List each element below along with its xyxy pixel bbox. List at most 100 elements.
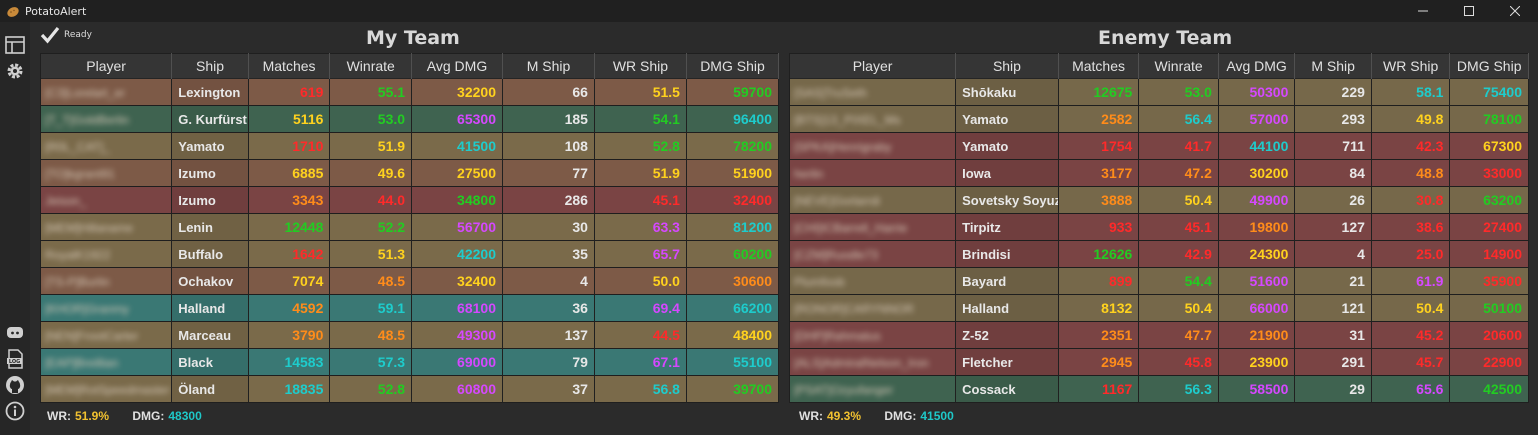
status-indicator: Ready (40, 26, 92, 44)
wr-ship-value: 61.9 (1371, 267, 1451, 295)
player-name: [NEN]FrootCarter (40, 321, 173, 349)
table-icon (5, 36, 25, 54)
about-button[interactable] (4, 400, 26, 422)
wr-ship-value: 67.1 (594, 348, 687, 376)
player-row[interactable]: [MEM]Hillaname Lenin 12448 52.2 56700 30 63.3 8… (40, 213, 780, 241)
discord-button[interactable] (4, 322, 26, 344)
matches-value: 8132 (1058, 294, 1140, 322)
log-file-icon: LOG (7, 349, 23, 369)
maximize-button[interactable] (1446, 0, 1492, 22)
player-row[interactable]: [SPKA]Henrigraby Yamato 1754 41.7 44100 711 42… (789, 132, 1529, 160)
wr-ship-value: 42.3 (1371, 132, 1451, 160)
winrate-value: 51.9 (329, 132, 413, 160)
m-ship-value: 229 (1294, 78, 1372, 106)
my-team-table: Player Ship Matches Winrate Avg DMG M Ship WR … (40, 53, 780, 403)
log-button[interactable]: LOG (4, 348, 26, 370)
player-name: [PSAT]Ozyufanger (789, 375, 957, 403)
matches-value: 6885 (248, 159, 331, 187)
m-ship-value: 137 (502, 321, 595, 349)
avg-dmg-value: 50300 (1218, 78, 1296, 106)
player-name-text: Plumfoob (794, 275, 845, 289)
avg-dmg-value: 57000 (1218, 105, 1296, 133)
player-row[interactable]: [KHOR]Granmy Halland 4592 59.1 68100 36 69.4 66… (40, 294, 780, 322)
table-view-button[interactable] (4, 34, 26, 56)
player-row[interactable]: [NEN]FrootCarter Marceau 3790 48.5 49300 137 4… (40, 321, 780, 349)
gear-icon (7, 63, 23, 79)
winrate-value: 55.1 (329, 78, 413, 106)
player-name: Plumfoob (789, 267, 957, 295)
matches-value: 619 (248, 78, 331, 106)
avg-dmg-value: 42200 (411, 240, 503, 268)
enemy-team-table: Player Ship Matches Winrate Avg DMG M Ship WR … (789, 53, 1529, 403)
player-row[interactable]: herlin Iowa 3177 47.2 30200 84 48.8 33000 (789, 159, 1529, 187)
check-icon (40, 26, 60, 44)
github-button[interactable] (4, 374, 26, 396)
player-row[interactable]: [DHP]Rahmatus Z-52 2351 47.7 21900 31 45.2 2060… (789, 321, 1529, 349)
matches-value: 1710 (248, 132, 331, 160)
player-row[interactable]: [NEVE]Gorlarrdi Sovetsky Soyuz 3888 50.4 499… (789, 186, 1529, 214)
ship-name: Z-52 (955, 321, 1059, 349)
player-name-text: [C3]Lorelart_er (45, 86, 126, 100)
player-row[interactable]: [SAS]TruSeth Shōkaku 12675 53.0 50300 229 58.1… (789, 78, 1529, 106)
dmg-value: 48300 (168, 409, 202, 423)
player-row[interactable]: [TO]kgrant91 Izumo 6885 49.6 27500 77 51.9 5190… (40, 159, 780, 187)
ship-name: Cossack (955, 375, 1059, 403)
avg-dmg-value: 69000 (411, 348, 503, 376)
avg-dmg-value: 23900 (1218, 348, 1296, 376)
dmg-ship-value: 20600 (1449, 321, 1529, 349)
matches-value: 12626 (1058, 240, 1140, 268)
minimize-icon (1418, 10, 1428, 12)
player-row[interactable]: Plumfoob Bayard 899 54.4 51600 21 61.9 35900 (789, 267, 1529, 295)
column-header: WR Ship (594, 53, 687, 79)
matches-value: 1642 (248, 240, 331, 268)
discord-icon (7, 327, 23, 338)
player-row[interactable]: RoyalK1922 Buffalo 1642 51.3 42200 35 65.7 6020… (40, 240, 780, 268)
close-button[interactable] (1492, 0, 1538, 22)
player-row[interactable]: [EAP]Breillian Black 14583 57.3 69000 79 67.1 5… (40, 348, 780, 376)
ship-name: Ochakov (171, 267, 249, 295)
player-row[interactable]: [R0L_CAT]_ Yamato 1710 51.9 41500 108 52.8 7820… (40, 132, 780, 160)
player-row[interactable]: [T_T]GoldBerlin G. Kurfürst 5116 53.0 65300 1… (40, 105, 780, 133)
matches-value: 2351 (1058, 321, 1140, 349)
ship-name: Yamato (955, 105, 1059, 133)
column-header: Player (40, 53, 173, 79)
player-name: [CZM]Ruodle73 (789, 240, 957, 268)
dmg-ship-value: 78100 (1449, 105, 1529, 133)
player-row[interactable]: [CZM]Ruodle73 Brindisi 12626 42.9 24300 4 25.0… (789, 240, 1529, 268)
wr-ship-value: 45.7 (1371, 348, 1451, 376)
my-team-summary: WR: 51.9% DMG: 48300 (47, 409, 206, 423)
m-ship-value: 31 (1294, 321, 1372, 349)
player-name-text: RoyalK1922 (45, 248, 111, 262)
player-row[interactable]: [MEM]RotSpeedmaster Öland 18835 52.8 60800 37… (40, 375, 780, 403)
settings-button[interactable] (4, 60, 26, 82)
player-row[interactable]: [PSAT]Ozyufanger Cossack 1167 56.3 58500 29 65… (789, 375, 1529, 403)
player-row[interactable]: [TS-P]Burlin Ochakov 7074 48.5 32400 4 50.0 306… (40, 267, 780, 295)
matches-value: 3177 (1058, 159, 1140, 187)
wr-ship-value: 25.0 (1371, 240, 1451, 268)
player-row[interactable]: [C3]Lorelart_er Lexington 619 55.1 32200 66 51… (40, 78, 780, 106)
wr-label: WR: (799, 409, 823, 423)
winrate-value: 45.1 (1138, 213, 1219, 241)
player-name: [TS-P]Burlin (40, 267, 173, 295)
player-row[interactable]: [CHI]ICBarrell_Harrie Tirpitz 933 45.1 19800… (789, 213, 1529, 241)
ship-name: Iowa (955, 159, 1059, 187)
sidebar: LOG (0, 22, 30, 435)
ship-name: Bayard (955, 267, 1059, 295)
player-row[interactable]: Jeison_ Izumo 3343 44.0 34800 286 45.1 32400 (40, 186, 780, 214)
dmg-ship-value: 55100 (686, 348, 780, 376)
winrate-value: 44.0 (329, 186, 413, 214)
player-name-text: [SPKA]Henrigraby (794, 140, 892, 154)
wr-ship-value: 69.4 (594, 294, 687, 322)
player-row[interactable]: [ALS]AdmiralNelson_Iron Fletcher 2945 45.8 2… (789, 348, 1529, 376)
dmg-ship-value: 32400 (686, 186, 780, 214)
player-name-text: [RONOR]CARYNNOR (794, 302, 914, 316)
player-row[interactable]: [BTS]13_PIXEL_Ms Yamato 2582 56.4 57000 293 49… (789, 105, 1529, 133)
column-header: Matches (248, 53, 331, 79)
avg-dmg-value: 60800 (411, 375, 503, 403)
column-header: Matches (1058, 53, 1140, 79)
dmg-ship-value: 50100 (1449, 294, 1529, 322)
player-row[interactable]: [RONOR]CARYNNOR Halland 8132 50.4 66000 121 50… (789, 294, 1529, 322)
m-ship-value: 185 (502, 105, 595, 133)
ship-name: Izumo (171, 159, 249, 187)
minimize-button[interactable] (1400, 0, 1446, 22)
